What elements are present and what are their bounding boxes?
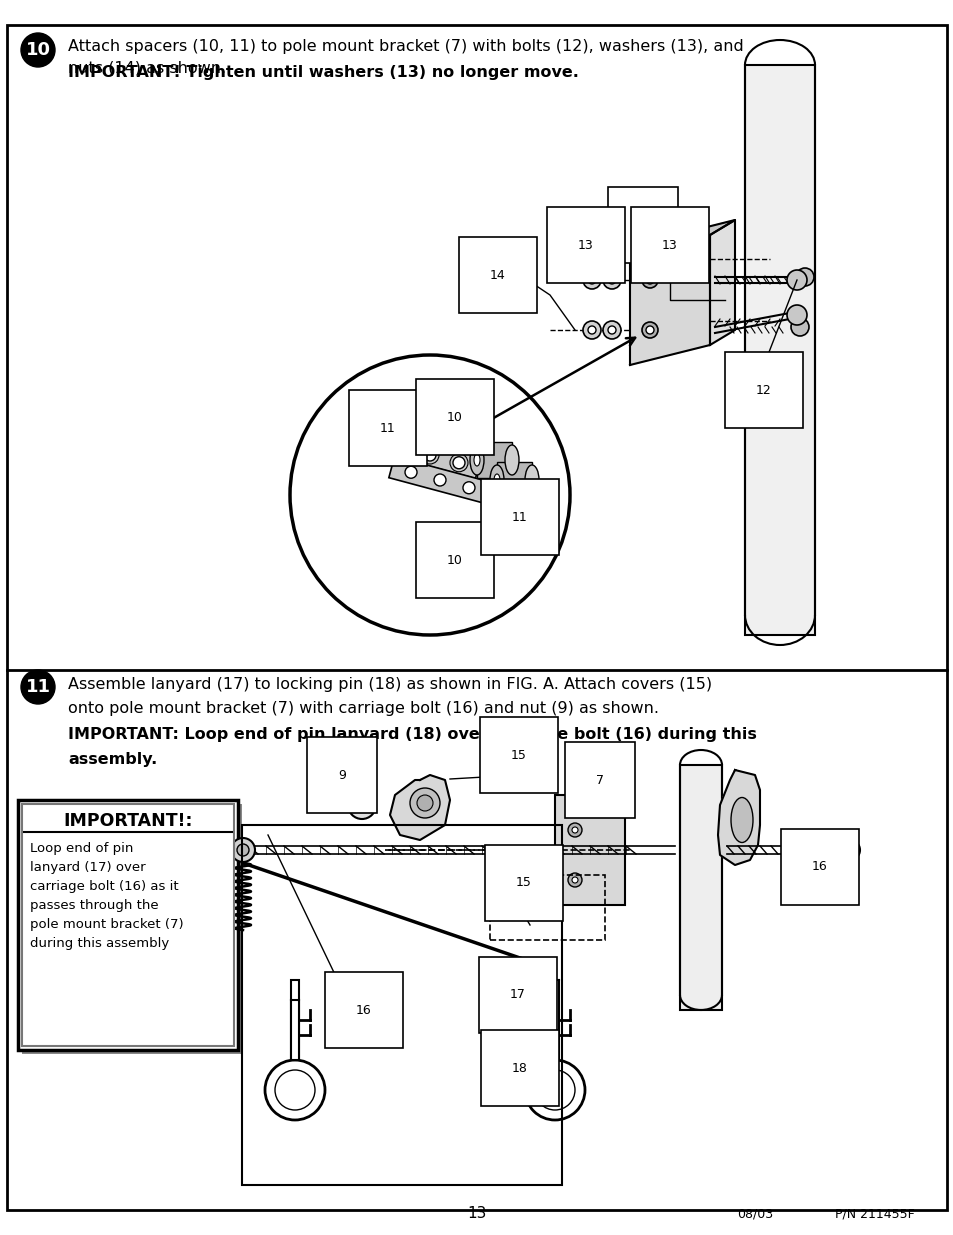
Bar [555, 795, 624, 905]
Circle shape [641, 272, 658, 288]
Circle shape [607, 275, 616, 284]
Circle shape [21, 33, 55, 67]
Bar [22, 804, 242, 1053]
Circle shape [236, 844, 249, 856]
Circle shape [274, 1070, 314, 1110]
Circle shape [582, 270, 600, 289]
Circle shape [790, 317, 808, 336]
Circle shape [786, 305, 806, 325]
Text: 17: 17 [510, 988, 525, 1002]
Circle shape [395, 441, 407, 453]
Text: 11: 11 [512, 510, 527, 524]
Ellipse shape [470, 445, 483, 475]
Circle shape [645, 275, 654, 284]
Text: 13: 13 [467, 1207, 486, 1221]
Bar [679, 764, 721, 1010]
Circle shape [423, 450, 436, 461]
Bar [242, 825, 561, 1186]
Ellipse shape [524, 466, 538, 495]
Text: 18: 18 [512, 1062, 527, 1074]
Text: Loop end of pin
lanyard (17) over
carriage bolt (16) as it
passes through the
po: Loop end of pin lanyard (17) over carria… [30, 842, 183, 950]
Text: 13: 13 [661, 238, 678, 252]
Circle shape [416, 795, 433, 811]
Circle shape [434, 474, 446, 487]
Circle shape [348, 790, 375, 819]
Circle shape [587, 275, 596, 284]
Circle shape [231, 839, 254, 862]
Text: 16: 16 [811, 861, 827, 873]
Circle shape [462, 482, 475, 494]
Circle shape [355, 798, 369, 811]
Text: 14: 14 [490, 268, 505, 282]
Ellipse shape [490, 466, 503, 495]
Circle shape [572, 877, 578, 883]
Circle shape [602, 270, 620, 289]
Bar [378, 431, 480, 479]
Polygon shape [629, 235, 709, 366]
Circle shape [645, 326, 654, 333]
Polygon shape [718, 769, 760, 864]
Ellipse shape [504, 445, 518, 475]
Circle shape [524, 1060, 584, 1120]
Text: 12: 12 [756, 384, 771, 396]
Circle shape [602, 321, 620, 338]
Text: 08/03: 08/03 [736, 1208, 772, 1221]
Text: 10: 10 [26, 41, 51, 59]
Bar [476, 442, 512, 478]
Ellipse shape [474, 454, 479, 466]
Polygon shape [390, 776, 450, 840]
Circle shape [410, 788, 439, 818]
Circle shape [641, 322, 658, 338]
Circle shape [587, 326, 596, 333]
Bar [389, 457, 491, 504]
Circle shape [786, 270, 806, 290]
Text: 15: 15 [511, 748, 526, 762]
Bar [551, 981, 558, 1060]
Circle shape [265, 1060, 325, 1120]
Text: Assemble lanyard (17) to locking pin (18) as shown in FIG. A. Attach covers (15): Assemble lanyard (17) to locking pin (18… [68, 677, 711, 692]
Bar [497, 462, 532, 498]
Bar [18, 800, 237, 1050]
Text: assembly.: assembly. [68, 752, 157, 767]
Text: IMPORTANT: Loop end of pin lanyard (18) over carriage bolt (16) during this: IMPORTANT: Loop end of pin lanyard (18) … [68, 727, 756, 742]
Text: 7: 7 [639, 219, 646, 231]
Bar [744, 65, 814, 635]
Text: IMPORTANT! Tighten until washers (13) no longer move.: IMPORTANT! Tighten until washers (13) no… [68, 65, 578, 80]
Text: Attach spacers (10, 11) to pole mount bracket (7) with bolts (12), washers (13),: Attach spacers (10, 11) to pole mount br… [68, 40, 743, 75]
Circle shape [535, 1070, 575, 1110]
Text: 10: 10 [447, 553, 462, 567]
Circle shape [572, 827, 578, 832]
Text: P/N 211455F: P/N 211455F [834, 1208, 914, 1221]
Text: 16: 16 [355, 1004, 372, 1016]
Bar [291, 1000, 298, 1060]
Circle shape [567, 823, 581, 837]
Bar [291, 981, 298, 1060]
Polygon shape [709, 220, 734, 345]
Text: 9: 9 [337, 768, 346, 782]
Circle shape [567, 873, 581, 887]
Circle shape [405, 467, 416, 478]
Ellipse shape [494, 474, 499, 487]
Circle shape [840, 840, 859, 860]
Circle shape [607, 326, 616, 333]
Bar [490, 876, 604, 940]
Polygon shape [629, 220, 734, 254]
Ellipse shape [730, 798, 752, 842]
Text: onto pole mount bracket (7) with carriage bolt (16) and nut (9) as shown.: onto pole mount bracket (7) with carriag… [68, 701, 659, 716]
Circle shape [21, 671, 55, 704]
Circle shape [582, 321, 600, 338]
Text: 7: 7 [596, 773, 603, 787]
Circle shape [453, 457, 464, 469]
Text: IMPORTANT!:: IMPORTANT!: [63, 811, 193, 830]
Text: 10: 10 [447, 410, 462, 424]
Text: 15: 15 [516, 877, 532, 889]
Circle shape [290, 354, 569, 635]
Text: 11: 11 [26, 678, 51, 697]
Bar [22, 804, 233, 1046]
Circle shape [795, 268, 813, 287]
Text: 13: 13 [578, 238, 594, 252]
Text: 11: 11 [379, 421, 395, 435]
